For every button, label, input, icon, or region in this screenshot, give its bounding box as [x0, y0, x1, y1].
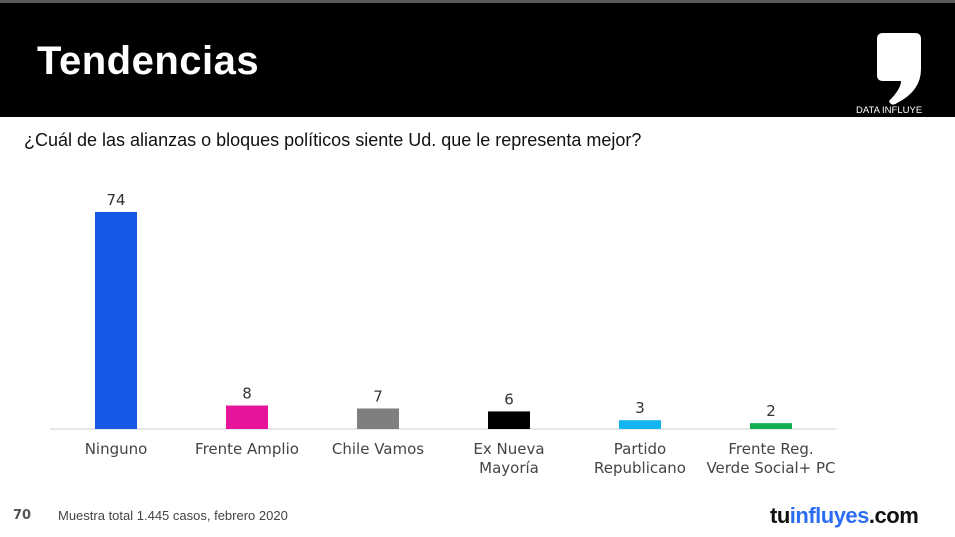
category-label: Verde Social+ PC	[706, 459, 835, 477]
bar	[95, 212, 137, 429]
survey-question: ¿Cuál de las alianzas o bloques político…	[24, 130, 642, 150]
category-label: Republicano	[594, 459, 686, 477]
brand-part-com: .com	[868, 503, 919, 528]
data-label: 74	[106, 191, 125, 209]
category-label: Ninguno	[85, 440, 148, 458]
category-label: Ex Nueva	[473, 440, 544, 458]
category-label: Chile Vamos	[332, 440, 424, 458]
data-label: 6	[504, 390, 514, 408]
bar	[226, 405, 268, 429]
page-number: 70	[13, 508, 32, 523]
bar	[357, 408, 399, 429]
data-label: 2	[766, 402, 776, 420]
data-influye-logo-icon	[877, 33, 921, 105]
bar	[488, 411, 530, 429]
page-title: Tendencias	[37, 39, 260, 83]
data-label: 7	[373, 387, 383, 405]
brand-logo: tuinfluyes.com	[770, 503, 919, 529]
header-band: Tendencias DATA INFLUYE	[0, 0, 955, 117]
category-label: Frente Reg.	[728, 440, 813, 458]
category-label: Partido	[614, 440, 666, 458]
bar	[750, 423, 792, 429]
category-label: Mayoría	[479, 459, 539, 477]
logo-text: DATA INFLUYE	[856, 105, 923, 116]
bar	[619, 420, 661, 429]
category-label: Frente Amplio	[195, 440, 299, 458]
brand-part-tu: tu	[770, 503, 790, 528]
brand-part-influyes: influyes	[789, 503, 870, 528]
data-label: 3	[635, 399, 645, 417]
data-label: 8	[242, 385, 252, 403]
sample-note: Muestra total 1.445 casos, febrero 2020	[58, 508, 288, 523]
